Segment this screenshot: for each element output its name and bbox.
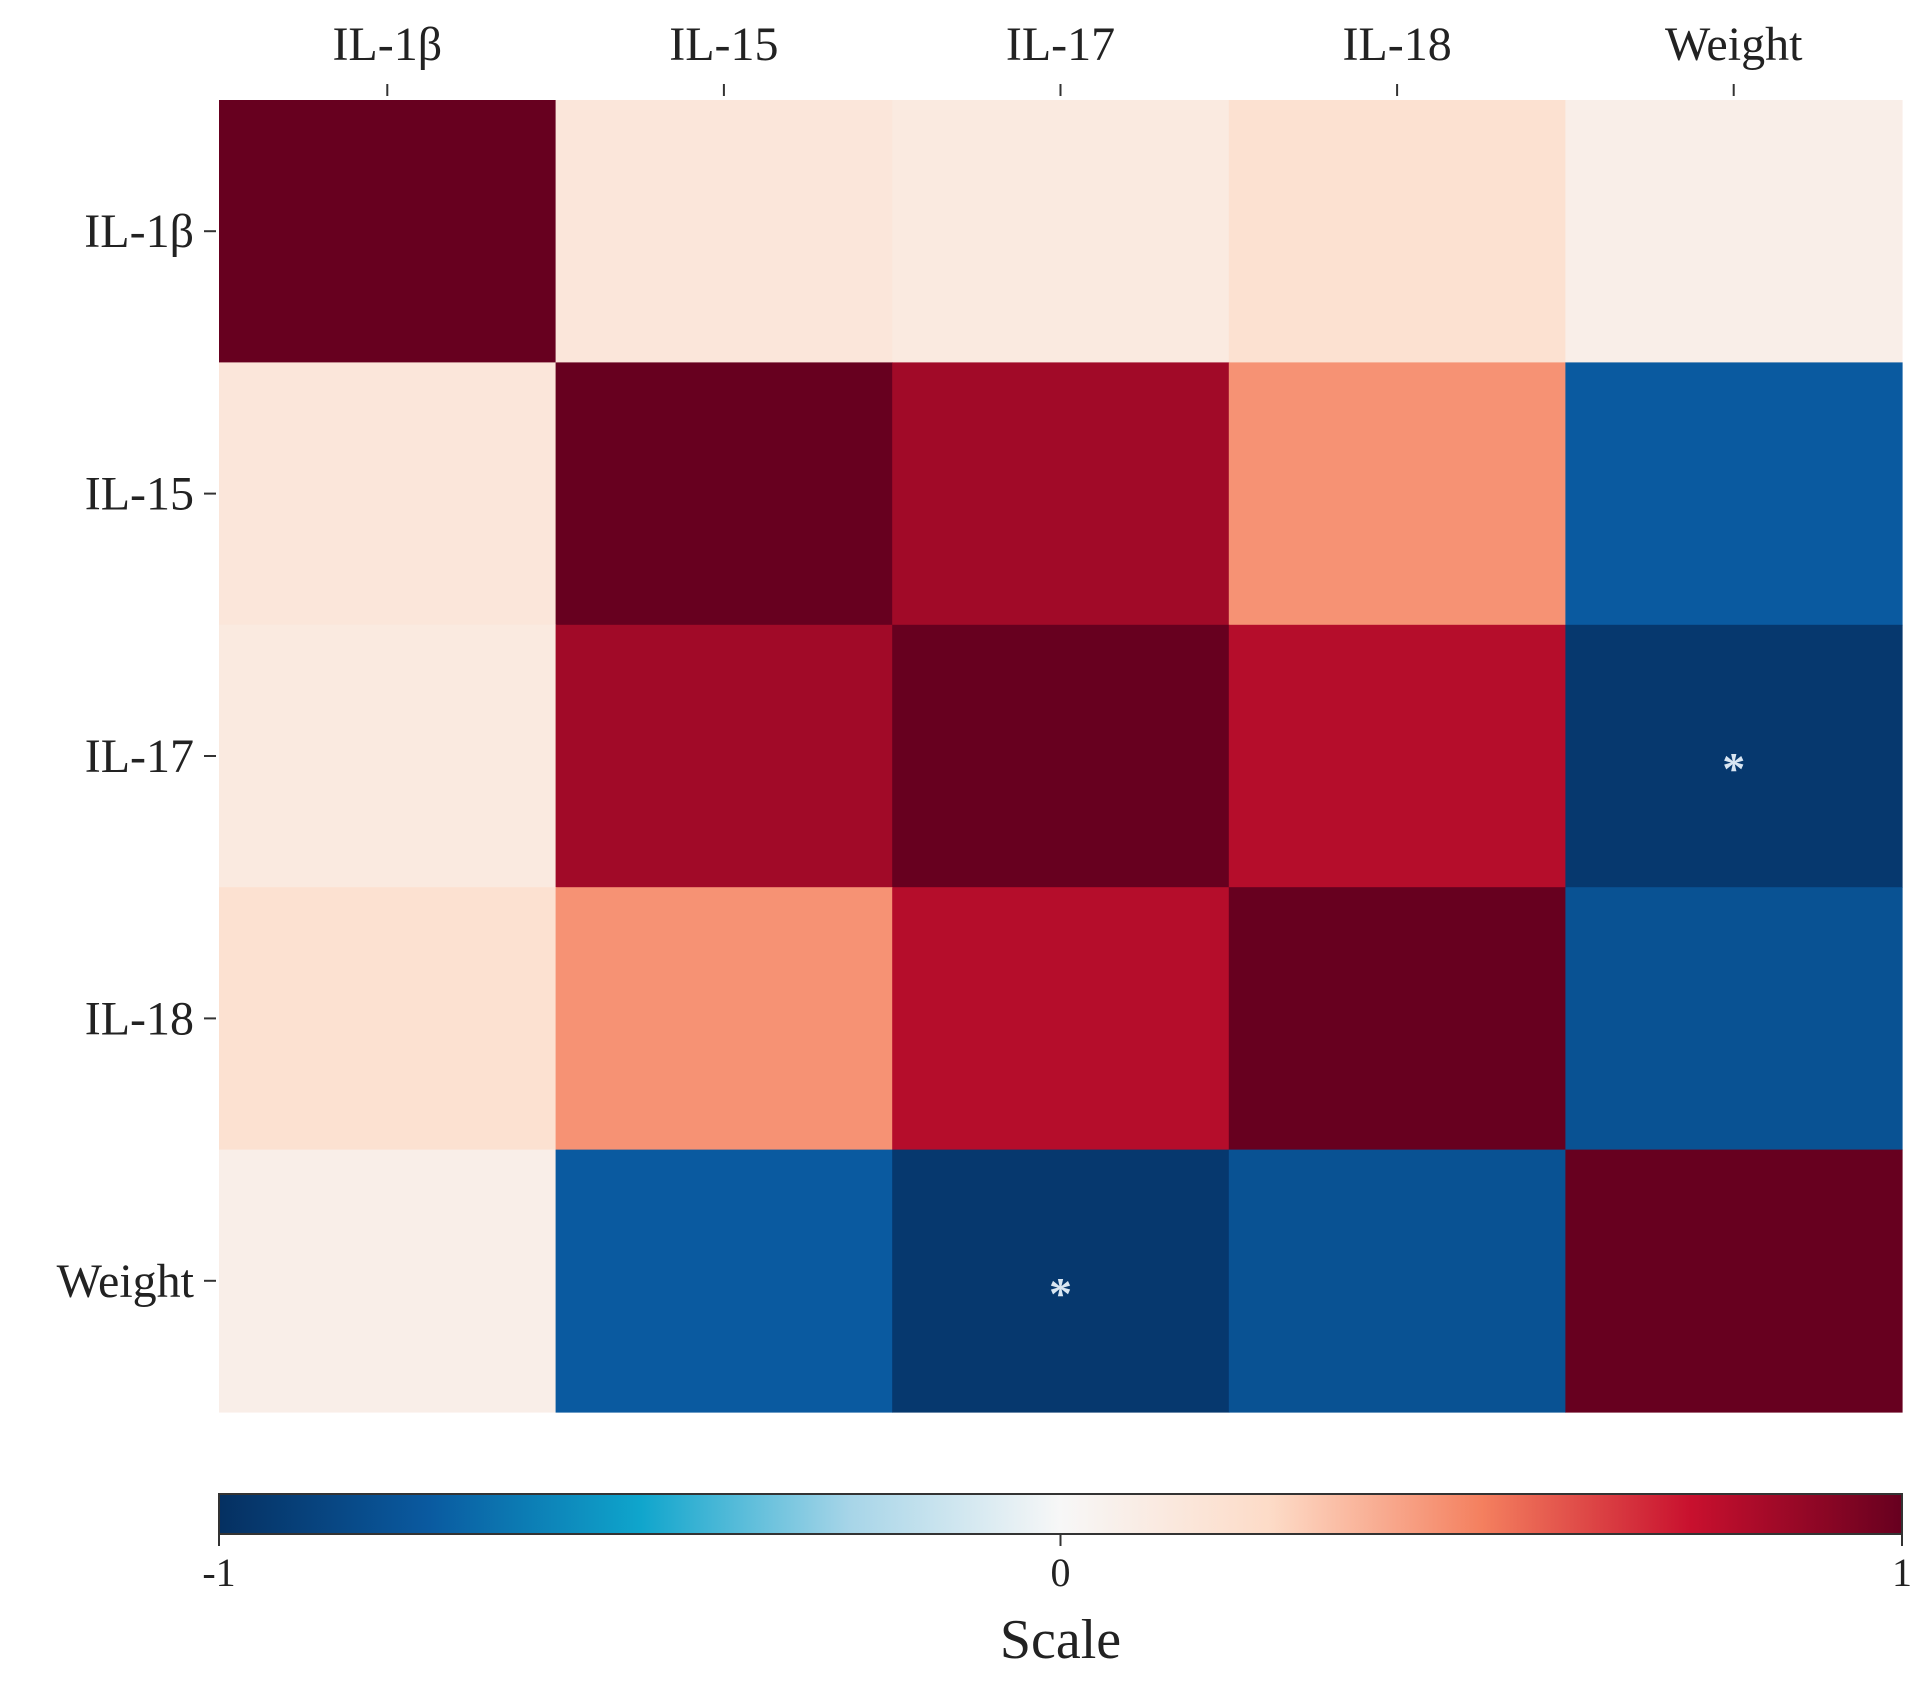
heatmap-cell-0-2 xyxy=(892,100,1230,363)
colorbar-tick-label-1: 0 xyxy=(1051,1550,1071,1595)
y-tick-label-3: IL-18 xyxy=(85,992,194,1045)
heatmap-cell-0-0 xyxy=(219,100,557,363)
x-tick-label-4: Weight xyxy=(1665,18,1803,71)
y-tick-label-1: IL-15 xyxy=(85,468,194,521)
heatmap-cell-3-1 xyxy=(555,887,893,1151)
heatmap-cell-1-4 xyxy=(1565,362,1903,626)
heatmap-cell-4-3 xyxy=(1228,1149,1566,1413)
heatmap-cell-3-3 xyxy=(1228,887,1566,1151)
heatmap-cell-4-0 xyxy=(219,1149,557,1413)
heatmap-cell-4-1 xyxy=(555,1149,893,1413)
heatmap-cell-2-3 xyxy=(1228,624,1566,888)
x-tick-label-3: IL-18 xyxy=(1342,18,1451,71)
x-tick-label-2: IL-17 xyxy=(1006,18,1115,71)
x-tick-label-1: IL-15 xyxy=(669,18,778,71)
colorbar-tick-label-0: -1 xyxy=(202,1550,235,1595)
heatmap-cell-4-4 xyxy=(1565,1149,1903,1413)
heatmap-cell-2-1 xyxy=(555,624,893,888)
heatmap-cell-1-2 xyxy=(892,362,1230,626)
colorbar-gradient-bar xyxy=(218,1493,1903,1535)
y-axis-left: IL-1β IL-15 IL-17 IL-18 Weight xyxy=(57,205,216,1308)
y-tick-label-4: Weight xyxy=(57,1255,195,1308)
heatmap-cell-0-1 xyxy=(555,100,893,363)
colorbar-title: Scale xyxy=(1000,1609,1121,1671)
heatmap-cell-3-4 xyxy=(1565,887,1903,1151)
heatmap-cell-0-4 xyxy=(1565,100,1903,363)
y-tick-label-0: IL-1β xyxy=(84,205,194,258)
significance-marks: ** xyxy=(1049,743,1745,1319)
heatmap-cell-2-2 xyxy=(892,624,1230,888)
x-tick-label-0: IL-1β xyxy=(332,18,442,71)
heatmap-cell-2-4 xyxy=(1565,624,1903,888)
heatmap-cell-2-0 xyxy=(219,624,557,888)
heatmap-cell-1-1 xyxy=(555,362,893,626)
colorbar-ticks: -1 0 1 xyxy=(202,1534,1912,1595)
heatmap-cell-3-2 xyxy=(892,887,1230,1151)
significance-mark-2-4: * xyxy=(1722,743,1745,794)
x-axis-top: IL-1β IL-15 IL-17 IL-18 Weight xyxy=(332,18,1803,96)
significance-mark-4-2: * xyxy=(1049,1268,1072,1319)
colorbar-tick-label-2: 1 xyxy=(1892,1550,1912,1595)
heatmap-cells xyxy=(219,100,1903,1413)
heatmap-cell-1-3 xyxy=(1228,362,1566,626)
heatmap-cell-0-3 xyxy=(1228,100,1566,363)
heatmap-cell-3-0 xyxy=(219,887,557,1151)
heatmap-cell-1-0 xyxy=(219,362,557,626)
y-tick-label-2: IL-17 xyxy=(85,730,194,783)
colorbar: -1 0 1 Scale xyxy=(202,1493,1912,1671)
heatmap-cell-4-2 xyxy=(892,1149,1230,1413)
